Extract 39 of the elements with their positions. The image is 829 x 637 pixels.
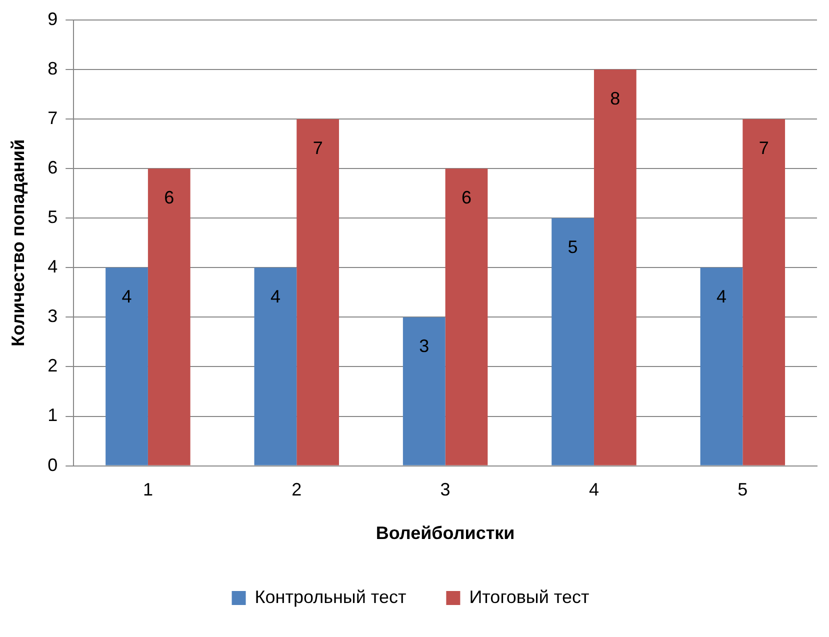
y-tick-label: 6 [48,158,58,178]
bar [402,317,446,466]
x-tick-label: 1 [142,480,153,500]
y-tick-label: 3 [48,306,58,326]
data-label: 4 [716,286,726,307]
legend-label: Итоговый тест [469,586,590,607]
y-tick-label: 4 [48,256,58,277]
bar [254,268,297,466]
bar [445,168,488,466]
x-tick-label: 4 [588,480,599,500]
y-tick-label: 8 [48,58,58,78]
x-tick-label: 5 [738,480,748,500]
x-tick-label: 2 [292,480,302,500]
bar [552,218,594,466]
x-tick-label: 3 [440,480,450,500]
bar [148,168,190,466]
y-tick-label: 5 [48,207,58,228]
y-tick-label: 1 [48,405,58,426]
data-label: 5 [568,237,578,258]
y-tick-label: 2 [48,356,58,376]
y-tick-label: 7 [48,108,58,128]
data-label: 7 [312,138,323,158]
bar [742,119,786,466]
data-label: 4 [122,286,132,307]
bar [296,119,339,466]
data-label: 3 [419,336,430,356]
y-tick-label: 9 [48,8,58,29]
bar [700,268,743,466]
data-label: 6 [164,188,174,208]
data-label: 7 [758,138,769,158]
bar [106,268,148,466]
data-label: 4 [270,286,280,307]
bar [594,70,636,466]
y-tick-label: 0 [48,454,58,475]
data-label: 6 [461,188,472,208]
data-label: 8 [610,88,620,108]
legend-label: Контрольный тест [254,586,406,607]
x-axis-title: Волейболистки [376,523,515,544]
y-axis-title: Количество попаданий [8,139,28,346]
